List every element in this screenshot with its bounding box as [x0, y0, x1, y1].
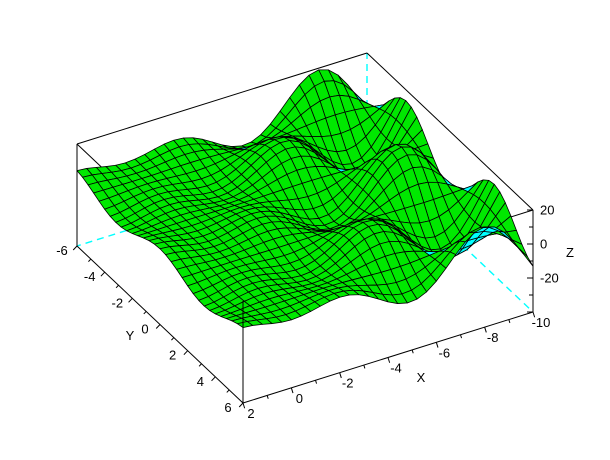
y-tick-label: -4 [84, 269, 96, 284]
y-major-tick [183, 350, 189, 356]
y-axis-title: Y [126, 328, 135, 343]
y-major-tick [211, 376, 216, 382]
x-major-tick [435, 342, 439, 348]
x-axis-title: X [417, 370, 426, 385]
z-tick-label: 0 [540, 237, 547, 252]
y-major-tick [155, 324, 161, 329]
x-minor-tick [266, 395, 269, 399]
y-tick-label: -2 [112, 295, 124, 310]
z-axis-title: Z [566, 245, 574, 260]
x-tick-label: 2 [247, 406, 254, 421]
y-tick-label: -6 [56, 243, 68, 258]
x-major-tick [387, 357, 391, 363]
y-major-tick [72, 245, 78, 251]
x-minor-tick [508, 319, 511, 324]
x-tick-label: -2 [342, 376, 354, 391]
y-minor-tick [226, 389, 230, 393]
y-minor-tick [143, 311, 147, 315]
x-major-tick [532, 311, 536, 318]
z-axis: 20 0 -20 Z [527, 203, 574, 313]
x-tick-label: -10 [532, 315, 551, 330]
y-tick-label: 6 [224, 400, 231, 415]
x-minor-tick [363, 364, 366, 369]
x-major-tick [484, 327, 487, 333]
y-minor-tick [171, 337, 175, 341]
y-minor-tick [88, 258, 92, 262]
y-tick-label: 0 [141, 322, 148, 337]
y-major-tick [238, 402, 244, 408]
x-tick-label: -6 [439, 345, 451, 360]
y-major-tick [100, 271, 106, 277]
y-minor-tick [198, 363, 202, 367]
x-minor-tick [411, 349, 414, 354]
x-axis: 2 0 -2 -4 -6 -8 -10 X [242, 311, 551, 421]
x-axis-line [242, 311, 534, 404]
x-tick-label: 0 [296, 391, 303, 406]
y-tick-label: 2 [169, 348, 176, 363]
box-edge-top-back-right [366, 52, 534, 211]
x-major-tick [242, 402, 246, 409]
x-tick-label: -8 [487, 330, 499, 345]
box-edge-top-back-left [76, 52, 368, 145]
x-tick-label: -4 [390, 361, 402, 376]
x-minor-tick [460, 334, 463, 339]
y-minor-tick [115, 284, 119, 289]
z-tick-label: -20 [540, 271, 559, 286]
x-major-tick [339, 372, 342, 379]
x-minor-tick [315, 380, 318, 384]
surface-mesh [76, 69, 534, 328]
z-tick-label: 20 [540, 203, 554, 218]
x-major-tick [290, 387, 294, 394]
y-tick-label: 4 [197, 374, 204, 389]
y-axis: -6 -4 -2 0 2 4 6 Y [56, 243, 244, 415]
y-major-tick [128, 297, 133, 303]
